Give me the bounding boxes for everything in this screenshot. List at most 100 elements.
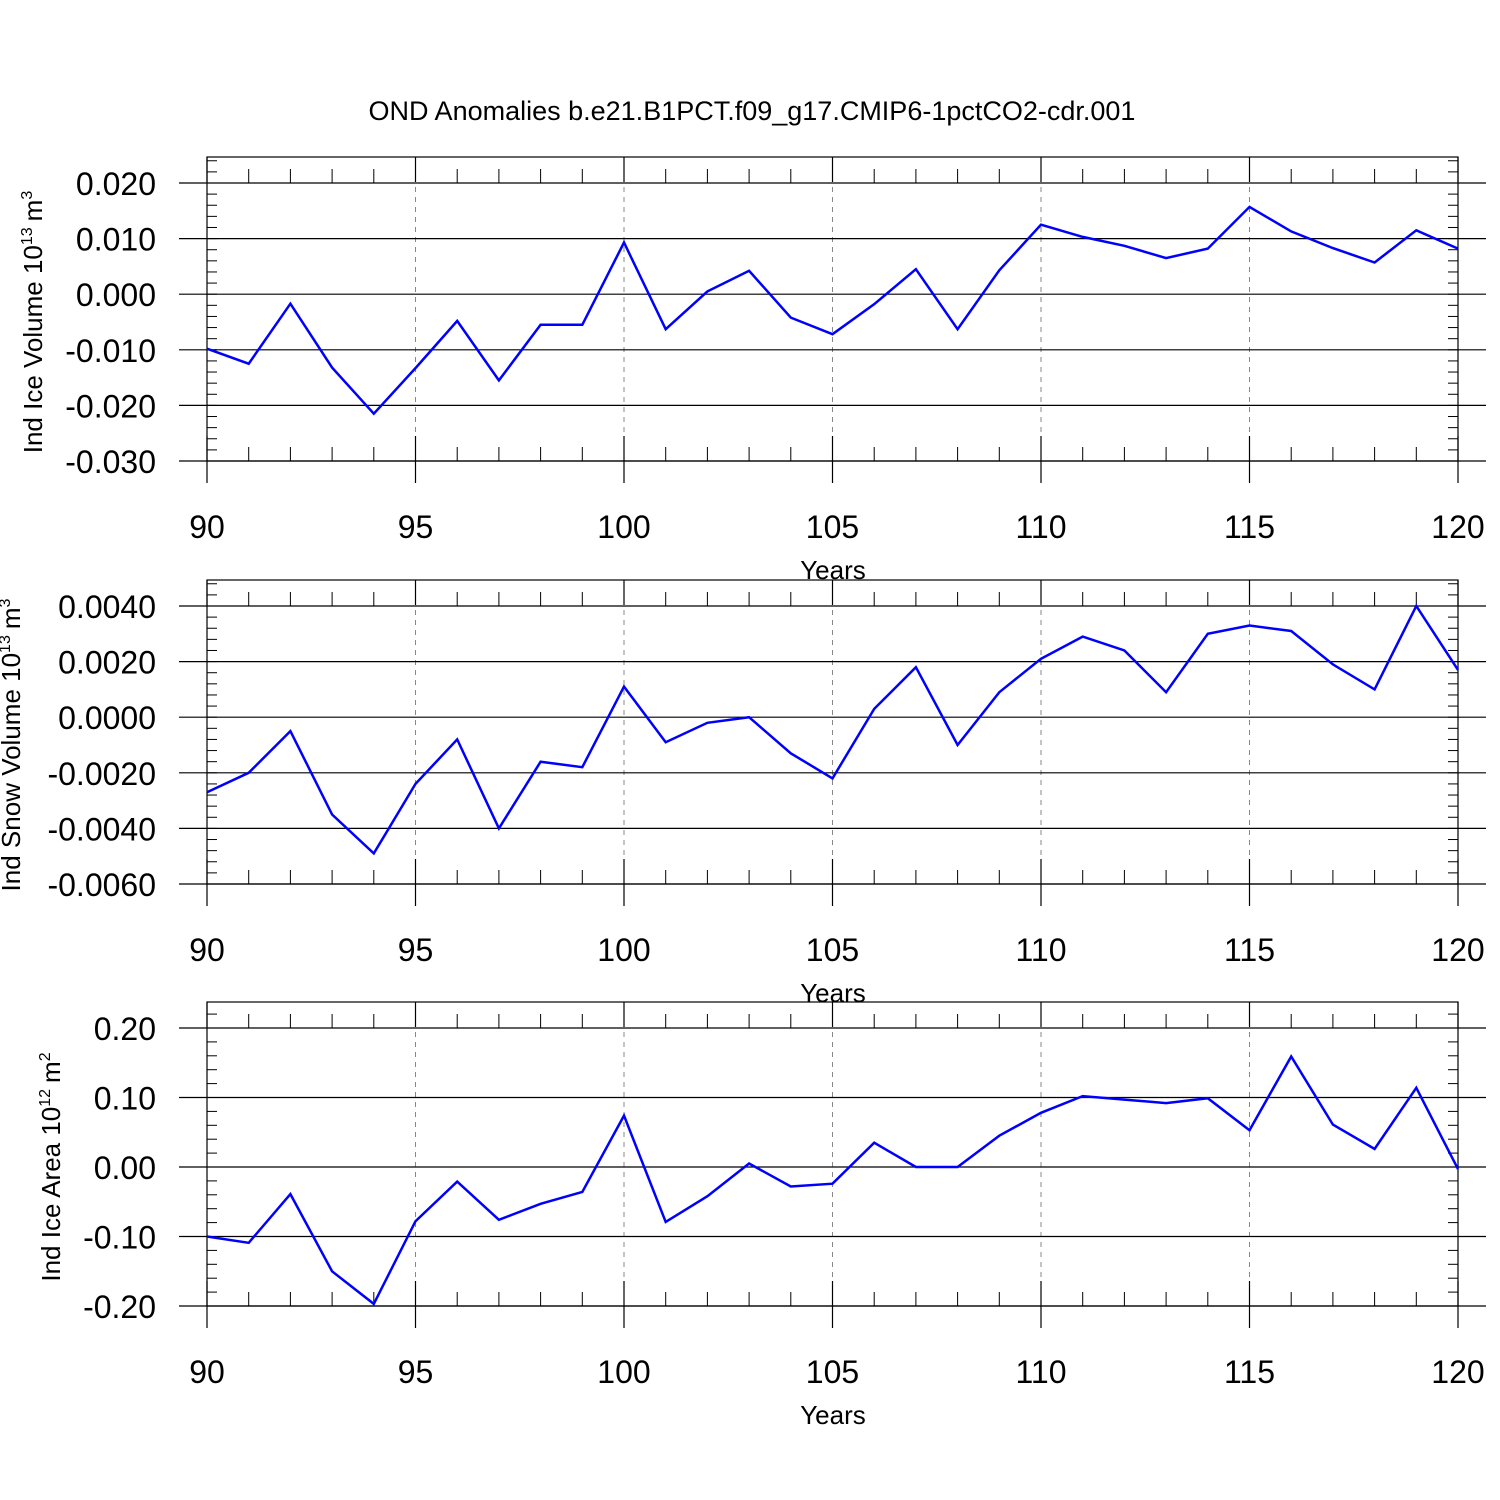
data-point bbox=[915, 268, 917, 270]
x-tick-label: 120 bbox=[1431, 509, 1484, 545]
data-point bbox=[1123, 245, 1125, 247]
data-point bbox=[1373, 688, 1375, 690]
data-point bbox=[498, 827, 500, 829]
y-tick-label: 0.0020 bbox=[58, 645, 156, 681]
x-tick-label: 110 bbox=[1015, 1354, 1066, 1390]
y-tick-label: 0.0040 bbox=[58, 589, 156, 625]
data-point bbox=[373, 852, 375, 854]
y-axis-label-unit-exp: 3 bbox=[19, 191, 36, 200]
data-point bbox=[1082, 635, 1084, 637]
y-tick-label: 0.010 bbox=[76, 222, 156, 258]
x-tick-label: 100 bbox=[597, 932, 650, 968]
y-tick-label: -0.20 bbox=[83, 1289, 156, 1325]
y-axis-label-text: Ind Ice Volume 10 bbox=[18, 245, 48, 453]
data-point bbox=[665, 1221, 667, 1223]
data-point bbox=[1457, 1168, 1459, 1170]
data-point bbox=[1290, 630, 1292, 632]
data-point bbox=[873, 303, 875, 305]
data-point bbox=[1207, 247, 1209, 249]
data-point bbox=[665, 328, 667, 330]
data-point bbox=[956, 744, 958, 746]
y-axis-label-exp: 13 bbox=[19, 227, 36, 245]
plot-frame bbox=[206, 1001, 1459, 1307]
data-point bbox=[665, 741, 667, 743]
y-axis-label-unit: m bbox=[36, 1061, 66, 1083]
data-point bbox=[1373, 1148, 1375, 1150]
y-tick-label: -0.0060 bbox=[47, 867, 156, 903]
y-axis-label: Ind Ice Area 1012 m2 bbox=[36, 1052, 66, 1281]
data-point bbox=[373, 413, 375, 415]
y-axis-label-unit: m bbox=[0, 607, 26, 629]
x-tick-label: 90 bbox=[189, 509, 225, 545]
data-point bbox=[1373, 261, 1375, 263]
plot-frame bbox=[206, 579, 1459, 885]
data-point bbox=[1165, 691, 1167, 693]
data-point bbox=[1415, 605, 1417, 607]
data-point bbox=[289, 302, 291, 304]
data-point bbox=[1248, 206, 1250, 208]
data-point bbox=[248, 1242, 250, 1244]
data-point bbox=[915, 1166, 917, 1168]
series-line-ice-volume bbox=[206, 205, 1459, 416]
data-point bbox=[623, 1114, 625, 1116]
x-tick-label: 115 bbox=[1224, 1354, 1275, 1390]
data-point bbox=[706, 290, 708, 292]
chart-title: OND Anomalies b.e21.B1PCT.f09_g17.CMIP6-… bbox=[369, 96, 1136, 126]
data-point bbox=[623, 685, 625, 687]
data-point bbox=[248, 363, 250, 365]
y-axis-label-exp: 12 bbox=[37, 1089, 54, 1107]
data-point bbox=[1290, 1055, 1292, 1057]
data-point bbox=[790, 752, 792, 754]
data-point bbox=[414, 367, 416, 369]
data-point bbox=[456, 320, 458, 322]
data-point bbox=[831, 1182, 833, 1184]
x-tick-label: 115 bbox=[1224, 932, 1275, 968]
data-point bbox=[1040, 1112, 1042, 1114]
data-point bbox=[706, 1195, 708, 1197]
data-point bbox=[748, 270, 750, 272]
data-point bbox=[206, 1235, 208, 1237]
data-point bbox=[748, 716, 750, 718]
data-point bbox=[1207, 633, 1209, 635]
panel-snow-volume: -0.0060 -0.0040 -0.0020 0.0000 0.0020 0.0040 9… bbox=[0, 579, 1486, 1008]
y-axis-label-exp: 13 bbox=[0, 635, 14, 653]
x-tick-label: 105 bbox=[806, 509, 859, 545]
y-tick-label: 0.10 bbox=[94, 1081, 156, 1117]
data-point bbox=[1082, 236, 1084, 238]
data-point bbox=[998, 1135, 1000, 1137]
x-tick-label: 105 bbox=[806, 1354, 859, 1390]
data-point bbox=[331, 366, 333, 368]
y-tick-label: 0.000 bbox=[76, 277, 156, 313]
x-tick-label: 115 bbox=[1224, 509, 1275, 545]
data-point bbox=[1040, 224, 1042, 226]
data-point bbox=[373, 1303, 375, 1305]
y-tick-label: -0.030 bbox=[65, 444, 156, 480]
y-tick-label: 0.20 bbox=[94, 1011, 156, 1047]
y-axis-label: Ind Ice Volume 1013 m3 bbox=[18, 191, 48, 454]
y-tick-label: 0.0000 bbox=[58, 700, 156, 736]
data-point bbox=[414, 1220, 416, 1222]
x-tick-label: 95 bbox=[398, 1354, 434, 1390]
data-point bbox=[1290, 230, 1292, 232]
data-point bbox=[498, 1219, 500, 1221]
series-line-snow-volume bbox=[206, 603, 1460, 856]
data-point bbox=[206, 791, 208, 793]
data-point bbox=[1415, 229, 1417, 231]
data-point bbox=[289, 730, 291, 732]
panel-ice-area: -0.20 -0.10 0.00 0.10 0.20 90 95 100 105 110 115 12… bbox=[36, 1001, 1486, 1430]
data-point bbox=[831, 333, 833, 335]
y-axis-label-text: Ind Ice Area 10 bbox=[36, 1107, 66, 1282]
data-point bbox=[1082, 1095, 1084, 1097]
y-tick-label: -0.10 bbox=[83, 1220, 156, 1256]
data-point bbox=[1040, 658, 1042, 660]
data-point bbox=[1457, 669, 1459, 671]
data-point bbox=[915, 666, 917, 668]
y-tick-label: -0.0040 bbox=[47, 811, 156, 847]
x-axis-label: Years bbox=[800, 1400, 866, 1430]
data-point bbox=[873, 1141, 875, 1143]
data-point bbox=[1123, 649, 1125, 651]
x-tick-label: 95 bbox=[398, 932, 434, 968]
x-tick-label: 120 bbox=[1431, 1354, 1484, 1390]
data-point bbox=[1457, 247, 1459, 249]
data-point bbox=[414, 783, 416, 785]
